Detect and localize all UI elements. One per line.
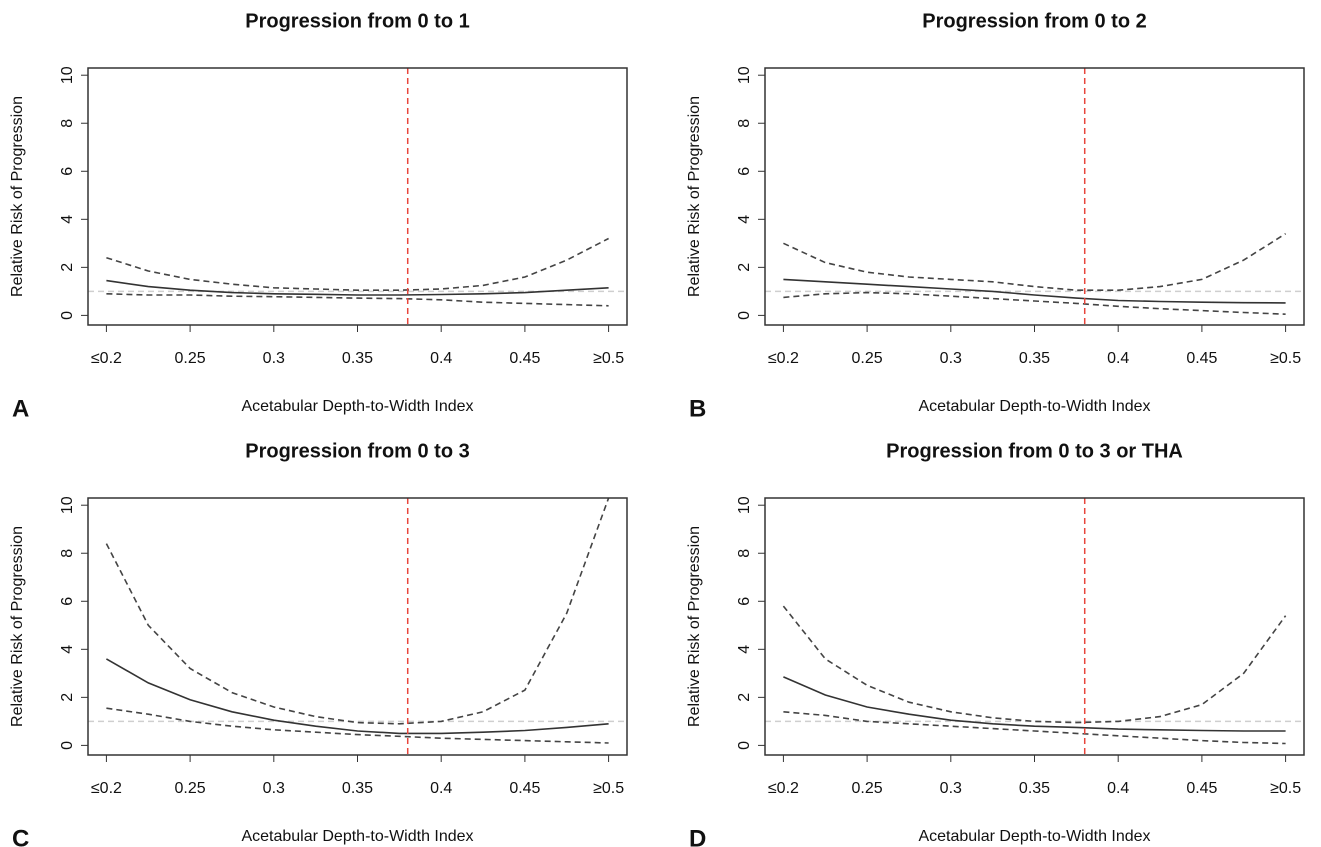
y-tick-label: 4 (59, 215, 76, 224)
y-tick-label: 8 (59, 119, 76, 128)
x-tick-label: 0.25 (175, 780, 206, 797)
series-line (106, 658, 609, 735)
x-tick-label: 0.45 (1186, 350, 1217, 367)
x-tick-label: 0.3 (940, 780, 962, 797)
plot-frame (764, 497, 1305, 756)
x-tick-label: ≤0.2 (91, 780, 122, 797)
x-tick-label: ≥0.5 (1270, 350, 1301, 367)
x-tick-label: 0.4 (430, 780, 452, 797)
series-line (106, 279, 609, 296)
y-tick-label: 8 (59, 549, 76, 558)
y-tick-label: 4 (736, 215, 753, 224)
y-tick-label: 6 (59, 597, 76, 606)
x-tick-label: ≥0.5 (1270, 780, 1301, 797)
x-axis-label: Acetabular Depth-to-Width Index (918, 828, 1150, 845)
panel-label: B (689, 395, 706, 422)
y-tick-label: 2 (59, 263, 76, 272)
panel: Progression from 0 to 1 A Acetabular Depth… (9, 10, 628, 422)
chart-title: Progression from 0 to 1 (245, 10, 470, 32)
panel-label: C (12, 825, 29, 847)
x-tick-label: ≤0.2 (768, 350, 799, 367)
y-tick-label: 10 (59, 496, 76, 514)
y-tick-label: 2 (59, 693, 76, 702)
y-tick-label: 4 (59, 645, 76, 654)
x-tick-label: 0.3 (940, 350, 962, 367)
plot-frame (87, 497, 628, 756)
y-tick-label: 0 (736, 311, 753, 320)
x-tick-label: 0.25 (175, 350, 206, 367)
y-axis-label: Relative Risk of Progression (686, 96, 703, 297)
panel: Progression from 0 to 2 B Acetabular Depth… (686, 10, 1305, 422)
chart-title: Progression from 0 to 3 (245, 440, 470, 462)
x-axis-label: Acetabular Depth-to-Width Index (241, 828, 473, 845)
y-tick-label: 8 (736, 549, 753, 558)
x-tick-label: 0.25 (852, 350, 883, 367)
series-line (783, 676, 1286, 732)
y-tick-label: 6 (736, 167, 753, 176)
chart-title: Progression from 0 to 2 (922, 10, 1147, 32)
y-axis-label: Relative Risk of Progression (9, 526, 26, 727)
y-axis-label: Relative Risk of Progression (9, 96, 26, 297)
y-tick-label: 2 (736, 263, 753, 272)
y-tick-label: 6 (59, 167, 76, 176)
series-line (106, 237, 609, 291)
y-tick-label: 2 (736, 693, 753, 702)
x-tick-label: 0.3 (263, 350, 285, 367)
x-tick-label: 0.35 (342, 350, 373, 367)
x-tick-label: 0.35 (342, 780, 373, 797)
x-tick-label: 0.35 (1019, 780, 1050, 797)
y-tick-label: 10 (59, 66, 76, 84)
x-tick-label: 0.45 (509, 780, 540, 797)
series-line (783, 711, 1286, 745)
x-tick-label: ≥0.5 (593, 780, 624, 797)
series-line (783, 291, 1286, 315)
x-axis-label: Acetabular Depth-to-Width Index (241, 398, 473, 415)
series-line (106, 707, 609, 744)
y-tick-label: 10 (736, 66, 753, 84)
y-tick-label: 0 (736, 741, 753, 750)
x-axis-label: Acetabular Depth-to-Width Index (918, 398, 1150, 415)
x-tick-label: 0.45 (509, 350, 540, 367)
x-tick-label: 0.35 (1019, 350, 1050, 367)
panel-label: D (689, 825, 706, 847)
plot-frame (764, 67, 1305, 326)
panel: Progression from 0 to 3 or THA D Acetabula… (686, 440, 1305, 847)
x-tick-label: 0.4 (1107, 780, 1129, 797)
x-tick-label: ≥0.5 (593, 350, 624, 367)
y-tick-label: 0 (59, 311, 76, 320)
y-tick-label: 4 (736, 645, 753, 654)
y-tick-label: 0 (59, 741, 76, 750)
panel-label: A (12, 395, 29, 422)
series-line (783, 233, 1287, 291)
series-line (105, 498, 610, 725)
series-line (783, 278, 1286, 304)
y-tick-label: 6 (736, 597, 753, 606)
x-tick-label: ≤0.2 (768, 780, 799, 797)
x-tick-label: 0.3 (263, 780, 285, 797)
y-axis-label: Relative Risk of Progression (686, 526, 703, 727)
y-tick-label: 10 (736, 496, 753, 514)
panel: Progression from 0 to 3 C Acetabular Depth… (9, 440, 628, 847)
x-tick-label: 0.4 (430, 350, 452, 367)
x-tick-label: 0.45 (1186, 780, 1217, 797)
x-tick-label: 0.25 (852, 780, 883, 797)
plot-frame (87, 67, 628, 326)
y-tick-label: 8 (736, 119, 753, 128)
chart-title: Progression from 0 to 3 or THA (886, 440, 1183, 462)
series-line (106, 293, 609, 307)
x-tick-label: 0.4 (1107, 350, 1129, 367)
x-tick-label: ≤0.2 (91, 350, 122, 367)
